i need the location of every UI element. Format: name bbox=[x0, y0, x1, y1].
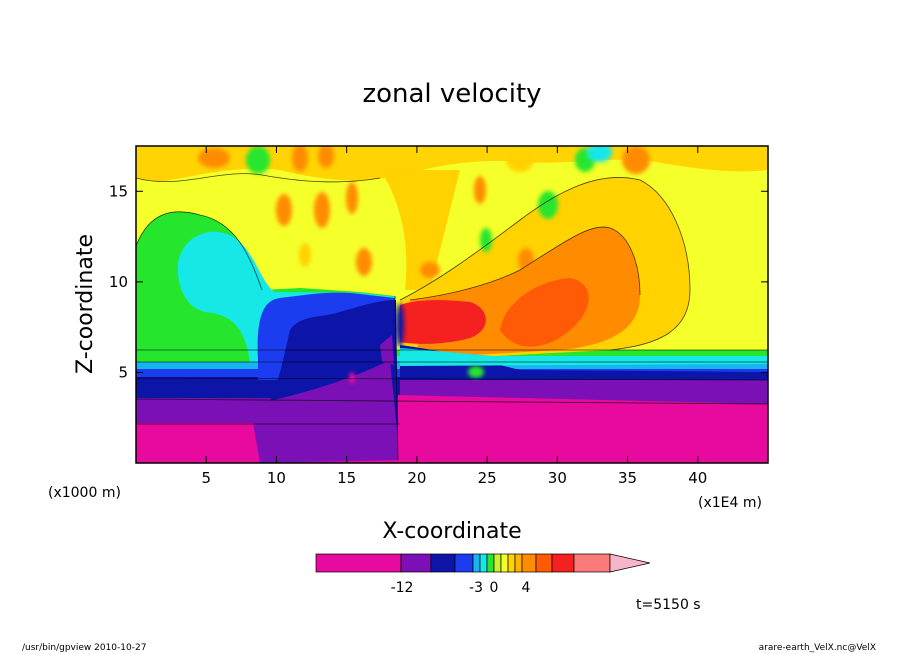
x-axis-ticks: 5 10 15 20 25 30 35 40 bbox=[201, 146, 707, 487]
colorbar bbox=[315, 553, 651, 573]
colorbar-segment-3 bbox=[454, 553, 474, 573]
colorbar-segment-14 bbox=[573, 553, 611, 573]
center-gold-plume bbox=[380, 170, 460, 290]
plot-frame bbox=[135, 145, 769, 464]
x-tick-label-4: 25 bbox=[478, 469, 497, 487]
colorbar-segment-0 bbox=[315, 553, 402, 573]
right-red-orange-blob bbox=[500, 278, 589, 347]
colorbar-label-1: -3 bbox=[469, 580, 483, 596]
colorbar-segment-9 bbox=[507, 553, 516, 573]
x-tick-label-5: 30 bbox=[548, 469, 567, 487]
colorbar-label-3: 4 bbox=[522, 580, 531, 596]
colorbar-segment-5 bbox=[479, 553, 488, 573]
colorbar-segment-8 bbox=[500, 553, 509, 573]
footer-right: arare-earth_VelX.nc@VelX bbox=[759, 643, 876, 653]
contour-field bbox=[136, 146, 768, 463]
colorbar-segment-13 bbox=[551, 553, 575, 573]
footer-left: /usr/bin/gpview 2010-10-27 bbox=[22, 643, 146, 653]
colorbar-end-arrow bbox=[609, 553, 651, 573]
left-purple-region bbox=[250, 360, 400, 463]
right-cyan-line bbox=[400, 348, 768, 366]
colorbar-segment-12 bbox=[535, 553, 553, 573]
y-tick-label-1: 10 bbox=[109, 273, 128, 291]
y-tick-label-2: 15 bbox=[109, 182, 128, 200]
right-navy-band bbox=[400, 345, 768, 384]
colorbar-segment-2 bbox=[430, 553, 456, 573]
colorbar-segment-1 bbox=[400, 553, 432, 573]
x-tick-label-3: 20 bbox=[407, 469, 426, 487]
right-red-core bbox=[400, 300, 486, 344]
y-tick-label-0: 5 bbox=[118, 363, 128, 381]
x-tick-label-1: 10 bbox=[267, 469, 286, 487]
colorbar-label-0: -12 bbox=[391, 580, 414, 596]
chart-title: zonal velocity bbox=[362, 79, 541, 109]
time-label: t=5150 s bbox=[636, 597, 701, 613]
x-unit-left: (x1000 m) bbox=[48, 485, 121, 501]
colorbar-segment-10 bbox=[514, 553, 523, 573]
y-axis-label: Z-coordinate bbox=[73, 234, 98, 374]
right-magenta-band bbox=[398, 395, 768, 463]
x-unit-right: (x1E4 m) bbox=[698, 495, 762, 511]
y-axis-ticks: 5 10 15 bbox=[109, 182, 768, 381]
x-tick-label-0: 5 bbox=[201, 469, 211, 487]
colorbar-segment-7 bbox=[493, 553, 502, 573]
contour-lines bbox=[136, 173, 768, 461]
x-axis-label: X-coordinate bbox=[382, 519, 521, 544]
colorbar-segment-6 bbox=[486, 553, 495, 573]
x-tick-label-6: 35 bbox=[618, 469, 637, 487]
x-tick-label-2: 15 bbox=[337, 469, 356, 487]
x-tick-label-7: 40 bbox=[688, 469, 707, 487]
colorbar-label-2: 0 bbox=[490, 580, 499, 596]
colorbar-labels: -12 -3 0 4 bbox=[391, 580, 531, 596]
colorbar-segment-11 bbox=[521, 553, 537, 573]
colorbar-segment-4 bbox=[472, 553, 481, 573]
